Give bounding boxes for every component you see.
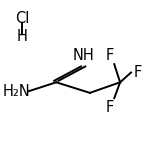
Text: F: F xyxy=(106,48,114,63)
Text: Cl: Cl xyxy=(15,11,29,26)
Text: F: F xyxy=(106,100,114,115)
Text: H: H xyxy=(16,29,27,45)
Text: H₂N: H₂N xyxy=(3,84,31,99)
Text: NH: NH xyxy=(72,48,94,63)
Text: F: F xyxy=(134,65,142,80)
